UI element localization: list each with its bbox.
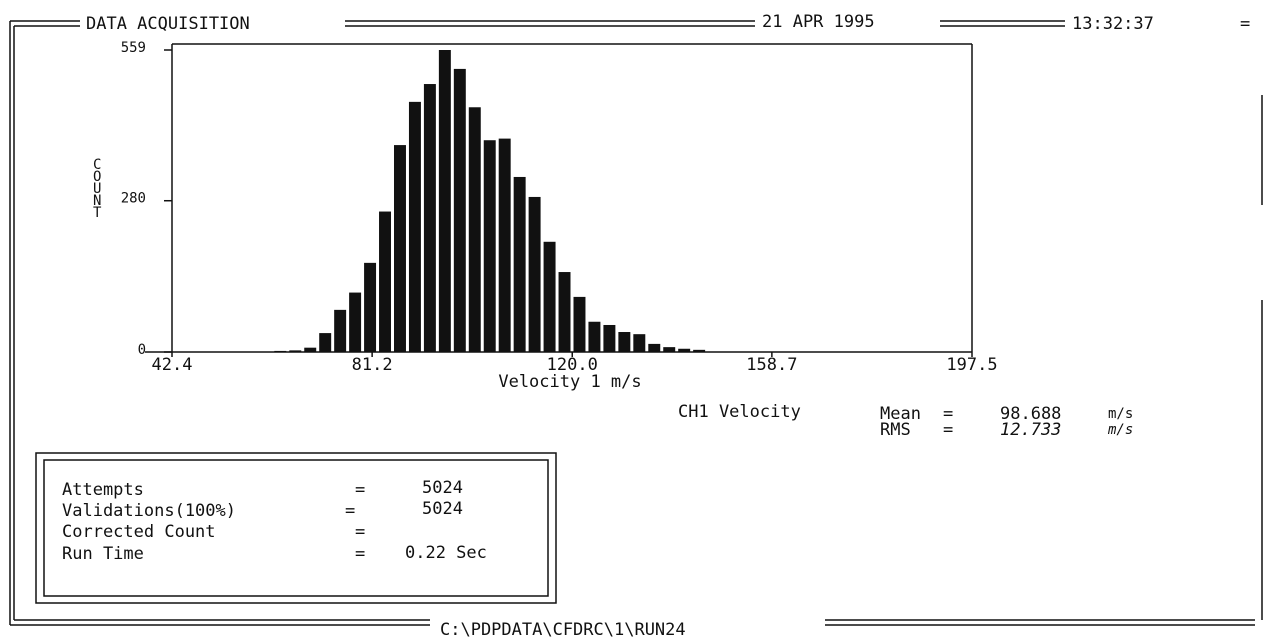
summary-label: Corrected Count <box>62 522 216 542</box>
bar <box>408 101 421 352</box>
y-tick-label: 559 <box>121 40 146 56</box>
y-tick-label: 0 <box>138 342 146 358</box>
summary-equals: = <box>355 522 365 542</box>
summary-value: 0.22 Sec <box>405 543 487 563</box>
channel-label: CH1 Velocity <box>678 402 801 422</box>
bar <box>573 296 586 352</box>
x-tick-label: 81.2 <box>352 355 393 375</box>
stat-label: RMS <box>880 420 911 440</box>
summary-equals: = <box>355 544 365 564</box>
bar <box>483 140 496 352</box>
summary-label: Run Time <box>62 544 144 564</box>
bar <box>498 138 511 352</box>
summary-value: 5024 <box>422 478 463 498</box>
stat-equals: = <box>943 404 953 424</box>
time: 13:32:37 <box>1072 14 1154 34</box>
bar <box>423 84 436 353</box>
file-path: C:\PDPDATA\CFDRC\1\RUN24 <box>440 620 686 640</box>
bar <box>319 333 332 352</box>
stat-value: 12.733 <box>1000 420 1061 440</box>
bar <box>364 262 377 352</box>
screen-title: DATA ACQUISITION <box>86 14 250 34</box>
bar <box>678 348 691 352</box>
bar <box>468 107 481 353</box>
x-tick-label: 158.7 <box>746 355 797 375</box>
bar <box>349 292 362 352</box>
bar <box>558 272 571 352</box>
summary-label: Attempts <box>62 480 144 500</box>
x-axis-label: Velocity 1 m/s <box>498 372 641 392</box>
stat-value: 98.688 <box>1000 404 1061 424</box>
bar <box>648 343 661 352</box>
bar <box>379 211 392 352</box>
frame <box>9 20 1263 626</box>
bar <box>393 145 406 352</box>
x-tick-label: 42.4 <box>152 355 193 375</box>
summary-equals: = <box>355 480 365 500</box>
bar <box>528 196 541 352</box>
bar <box>603 324 616 352</box>
bar <box>438 50 451 352</box>
bar <box>274 350 287 352</box>
bar <box>663 347 676 352</box>
stat-unit: m/s <box>1107 422 1133 438</box>
x-tick-label: 120.0 <box>547 355 598 375</box>
x-tick-label: 197.5 <box>946 355 997 375</box>
summary-label: Validations(100%) <box>62 501 236 521</box>
bar <box>693 349 706 352</box>
bar <box>618 332 631 352</box>
stat-unit: m/s <box>1108 406 1133 422</box>
bar <box>543 241 556 352</box>
bar <box>453 68 466 353</box>
summary-value: 5024 <box>422 499 463 519</box>
bar <box>513 176 526 352</box>
bar <box>588 321 601 352</box>
title-end: = <box>1240 14 1250 34</box>
stat-label: Mean <box>880 404 921 424</box>
bar <box>289 350 302 352</box>
bar <box>304 347 317 352</box>
date: 21 APR 1995 <box>762 12 875 32</box>
stat-equals: = <box>943 420 953 440</box>
summary-equals: = <box>345 501 355 521</box>
y-tick-label: 280 <box>121 191 146 207</box>
bar <box>633 334 646 352</box>
bar <box>334 309 347 352</box>
